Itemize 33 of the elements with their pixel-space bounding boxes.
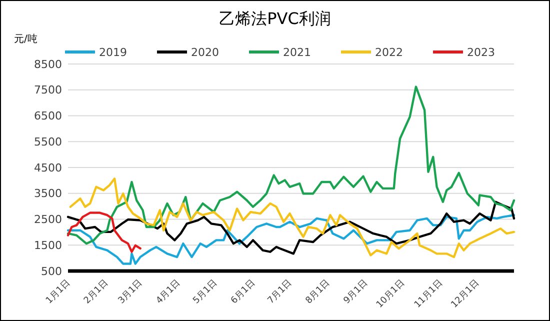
x-tick-label: 2月1日 bbox=[82, 278, 110, 306]
y-tick-label: 3500 bbox=[34, 187, 62, 200]
line-series bbox=[66, 86, 516, 245]
x-tick-label: 3月1日 bbox=[116, 278, 145, 306]
x-tick-label: 11月1日 bbox=[412, 278, 445, 310]
legend-label: 2021 bbox=[283, 46, 311, 59]
legend-label: 2020 bbox=[191, 46, 219, 59]
x-tick-label: 12月1日 bbox=[450, 278, 482, 310]
y-tick-label: 6500 bbox=[34, 110, 62, 123]
line-series bbox=[66, 200, 516, 255]
line-series bbox=[66, 212, 142, 253]
y-tick-label: 5500 bbox=[34, 135, 62, 148]
x-tick-label: 10月1日 bbox=[374, 278, 407, 310]
x-tick-label: 4月1日 bbox=[154, 278, 183, 306]
y-tick-label: 1500 bbox=[34, 238, 62, 252]
line-series bbox=[69, 178, 516, 258]
y-tick-label: 2500 bbox=[34, 213, 62, 226]
x-tick-label: 8月1日 bbox=[304, 278, 332, 306]
x-tick-label: 7月1日 bbox=[266, 278, 294, 306]
y-axis-title: 元/吨 bbox=[14, 33, 38, 45]
x-tick-label: 5月1日 bbox=[191, 278, 220, 306]
x-tick-label: 1月1日 bbox=[44, 278, 72, 306]
line-series bbox=[66, 214, 516, 265]
chart-title: 乙烯法PVC利润 bbox=[219, 9, 331, 28]
y-tick-label: 8500 bbox=[34, 58, 62, 71]
legend-label: 2019 bbox=[99, 46, 127, 59]
x-tick-label: 9月1日 bbox=[342, 278, 370, 306]
x-tick-label: 6月1日 bbox=[229, 278, 258, 306]
legend-label: 2023 bbox=[467, 46, 495, 59]
y-tick-label: 4500 bbox=[34, 161, 62, 174]
y-tick-label: 7500 bbox=[34, 84, 62, 97]
y-tick-label: 500 bbox=[41, 264, 62, 278]
legend-label: 2022 bbox=[375, 46, 403, 59]
